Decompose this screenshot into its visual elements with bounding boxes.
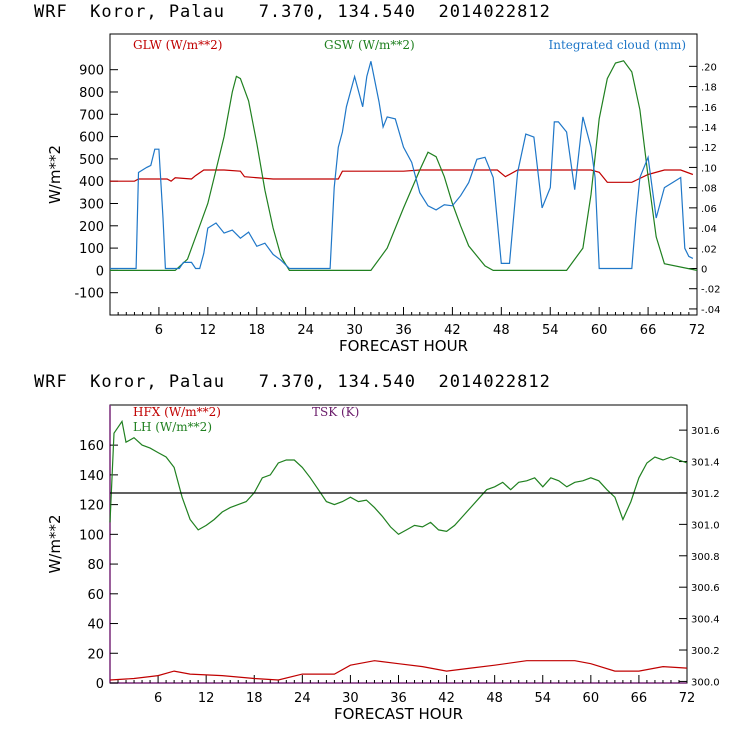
y2-tick-label: 300.8 <box>691 552 720 563</box>
y2-tick-label: 301.2 <box>691 489 720 500</box>
y-tick-label: 400 <box>79 175 104 190</box>
y-tick-label: 800 <box>79 86 104 101</box>
y-tick-label: 100 <box>79 242 104 257</box>
y-tick-label: 0 <box>96 264 104 279</box>
x-axis-label: FORECAST HOUR <box>339 337 468 355</box>
y2-tick-label: .06 <box>701 204 717 215</box>
x-tick-label: 24 <box>294 691 311 706</box>
series-line-0 <box>109 660 688 681</box>
x-tick-label: 54 <box>534 691 551 706</box>
chart-title-bottom: WRF Koror, Palau 7.370, 134.540 20140228… <box>34 372 551 392</box>
y2-tick-label: -.02 <box>701 285 721 296</box>
y-tick-label: 20 <box>87 647 104 662</box>
series-line-0 <box>110 169 694 183</box>
x-tick-label: 30 <box>342 691 359 706</box>
legend-label: GLW (W/m**2) <box>133 38 222 52</box>
x-tick-label: 18 <box>246 691 263 706</box>
x-tick-label: 54 <box>542 323 559 338</box>
chart-forecast-bottom: 6 12 18 24 30 36 42 48 54 60 66 72 160 140 120 100 80 60 4… <box>46 404 720 723</box>
y2-tick-label: .10 <box>701 163 717 174</box>
x-tick-label: 30 <box>346 323 363 338</box>
legend-label: GSW (W/m**2) <box>324 38 415 52</box>
y-tick-label: 80 <box>87 558 104 573</box>
x-tick-label: 18 <box>248 323 265 338</box>
legend-label: LH (W/m**2) <box>133 420 212 434</box>
y-tick-label: 200 <box>79 220 104 235</box>
y2-tick-label: .14 <box>701 123 717 134</box>
y2-tick-label: 301.6 <box>691 426 720 437</box>
y-tick-label: 140 <box>79 469 104 484</box>
y2-tick-label: 300.6 <box>691 583 720 594</box>
y2-tick-label: .18 <box>701 83 717 94</box>
y2-tick-label: 301.0 <box>691 520 720 531</box>
x-tick-label: 36 <box>390 691 407 706</box>
chart-title-top: WRF Koror, Palau 7.370, 134.540 20140228… <box>34 2 551 22</box>
x-tick-label: 6 <box>155 323 163 338</box>
y2-tick-label: .12 <box>701 143 717 154</box>
y-tick-label: 600 <box>79 131 104 146</box>
legend-label: TSK (K) <box>312 405 359 419</box>
y2-tick-label: .20 <box>701 62 717 73</box>
x-tick-label: 72 <box>689 323 706 338</box>
y-tick-label: 40 <box>87 618 104 633</box>
y2-tick-label: 0 <box>701 265 707 276</box>
y2-tick-label: 300.2 <box>691 646 720 657</box>
y2-tick-label: .04 <box>701 224 717 235</box>
y2-tick-label: .08 <box>701 184 717 195</box>
chart-forecast-top: 6 12 18 24 30 36 42 48 54 60 66 72 900 800 700 600 500 40… <box>46 33 721 355</box>
x-axis-label: FORECAST HOUR <box>334 705 463 723</box>
y-tick-label: -100 <box>74 287 104 302</box>
x-tick-label: 66 <box>640 323 657 338</box>
y2-tick-label: 300.4 <box>691 615 720 626</box>
series-line-1 <box>110 60 698 271</box>
y2-tick-label: .02 <box>701 244 717 255</box>
x-tick-label: 66 <box>631 691 648 706</box>
x-tick-label: 60 <box>591 323 608 338</box>
y-tick-label: 0 <box>96 677 104 692</box>
plot-frame <box>109 404 688 684</box>
y-tick-label: 300 <box>79 197 104 212</box>
y-tick-label: 100 <box>79 528 104 543</box>
y-tick-label: 500 <box>79 153 104 168</box>
y-axis-label: W/m**2 <box>46 514 64 573</box>
x-tick-label: 6 <box>154 691 162 706</box>
y2-tick-label: -.04 <box>701 305 721 316</box>
y2-tick-label: .16 <box>701 103 717 114</box>
x-tick-label: 42 <box>438 691 455 706</box>
legend-label: Integrated cloud (mm) <box>548 38 686 52</box>
x-tick-label: 36 <box>395 323 412 338</box>
x-tick-label: 12 <box>198 691 215 706</box>
x-tick-label: 48 <box>493 323 510 338</box>
series-line-2 <box>110 61 694 270</box>
y-tick-label: 60 <box>87 588 104 603</box>
y-tick-label: 900 <box>79 64 104 79</box>
y-axis-label: W/m**2 <box>46 145 64 204</box>
x-tick-label: 24 <box>297 323 314 338</box>
y2-tick-label: 301.4 <box>691 458 720 469</box>
y-tick-label: 160 <box>79 439 104 454</box>
series-line-1 <box>109 419 688 536</box>
x-tick-label: 48 <box>486 691 503 706</box>
y2-tick-label: 300.0 <box>691 677 720 688</box>
y-tick-label: 120 <box>79 499 104 514</box>
x-tick-label: 12 <box>200 323 217 338</box>
x-tick-label: 60 <box>583 691 600 706</box>
x-tick-label: 72 <box>679 691 696 706</box>
y-tick-label: 700 <box>79 108 104 123</box>
legend-label: HFX (W/m**2) <box>133 405 221 419</box>
x-tick-label: 42 <box>444 323 461 338</box>
